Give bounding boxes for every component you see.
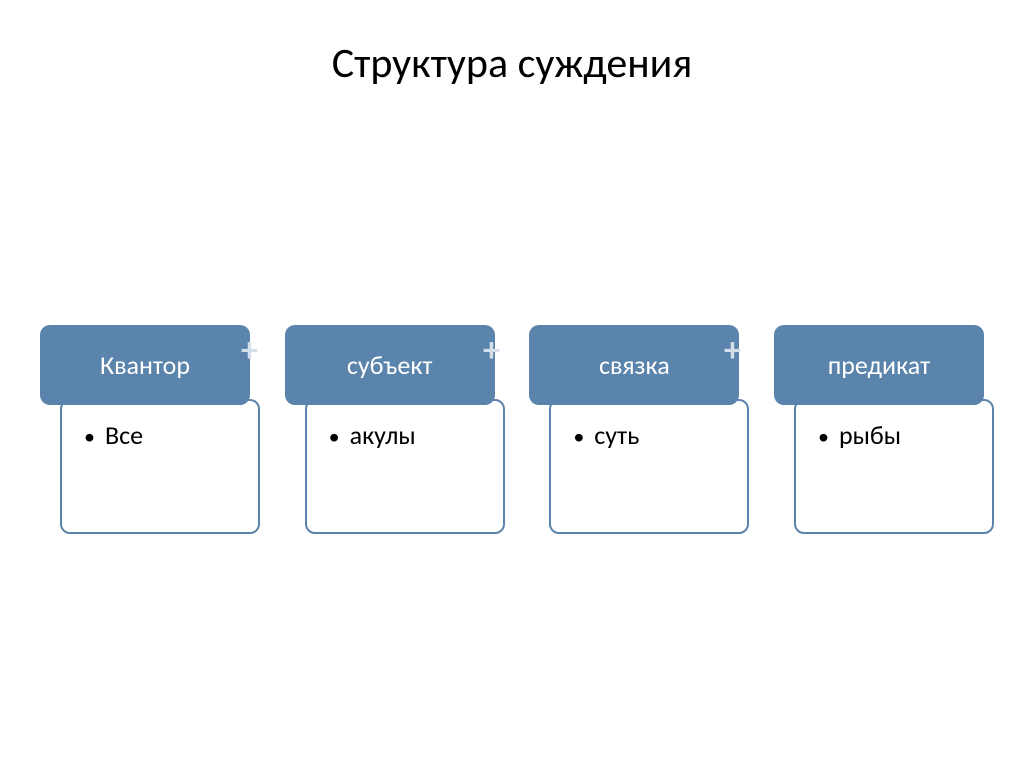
block-2: связка • суть	[529, 325, 739, 534]
block-0-header: Квантор	[40, 325, 250, 405]
block-0: Квантор • Все	[40, 325, 250, 534]
bullet-icon: •	[573, 423, 584, 450]
block-1-item: • акулы	[329, 419, 491, 451]
block-2-item: • суть	[573, 419, 735, 451]
bullet-icon: •	[329, 423, 340, 450]
block-0-content: • Все	[60, 399, 260, 534]
block-1: субъект • акулы	[285, 325, 495, 534]
block-3-content: • рыбы	[794, 399, 994, 534]
block-2-header: связка	[529, 325, 739, 405]
block-2-text: суть	[594, 419, 639, 451]
block-0-item: • Все	[84, 419, 246, 451]
block-1-text: акулы	[350, 419, 416, 451]
page-title: Структура суждения	[0, 0, 1024, 89]
connector-2: +	[724, 330, 741, 371]
block-1-content: • акулы	[305, 399, 505, 534]
connector-0: +	[241, 330, 258, 371]
block-3-header: предикат	[774, 325, 984, 405]
block-2-content: • суть	[549, 399, 749, 534]
bullet-icon: •	[818, 423, 829, 450]
block-0-text: Все	[105, 419, 143, 451]
diagram-row: Квантор • Все субъект • акулы связка • с…	[40, 325, 984, 534]
block-3-item: • рыбы	[818, 419, 980, 451]
block-3: предикат • рыбы	[774, 325, 984, 534]
bullet-icon: •	[84, 423, 95, 450]
connector-1: +	[483, 330, 500, 371]
block-3-text: рыбы	[839, 419, 901, 451]
block-1-header: субъект	[285, 325, 495, 405]
